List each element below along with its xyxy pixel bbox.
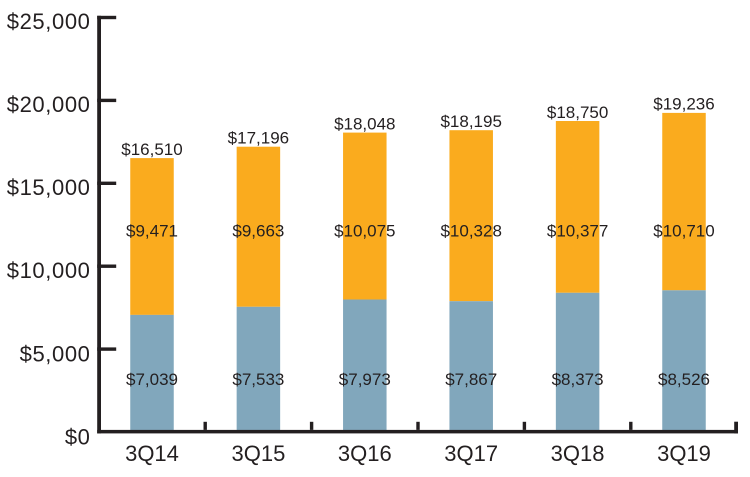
svg-text:3Q14: 3Q14 [125, 441, 179, 466]
svg-text:$17,196: $17,196 [228, 129, 289, 148]
svg-text:$10,328: $10,328 [440, 222, 501, 241]
svg-text:$10,710: $10,710 [653, 222, 714, 241]
svg-text:$9,471: $9,471 [126, 222, 178, 241]
svg-text:$10,377: $10,377 [547, 222, 608, 241]
svg-text:3Q19: 3Q19 [657, 441, 711, 466]
svg-text:$7,039: $7,039 [126, 370, 178, 389]
svg-text:$7,867: $7,867 [445, 370, 497, 389]
svg-text:$18,048: $18,048 [334, 114, 395, 133]
svg-text:$8,526: $8,526 [658, 370, 710, 389]
svg-text:$19,236: $19,236 [653, 95, 714, 114]
svg-text:3Q16: 3Q16 [338, 441, 392, 466]
svg-text:3Q18: 3Q18 [551, 441, 605, 466]
svg-text:$25,000: $25,000 [7, 9, 91, 34]
svg-text:$7,533: $7,533 [232, 370, 284, 389]
svg-text:$5,000: $5,000 [20, 341, 91, 366]
svg-text:$15,000: $15,000 [7, 175, 91, 200]
svg-text:$7,973: $7,973 [339, 370, 391, 389]
svg-text:3Q15: 3Q15 [231, 441, 285, 466]
svg-text:$18,195: $18,195 [440, 112, 501, 131]
svg-text:$10,000: $10,000 [7, 258, 91, 283]
svg-text:$16,510: $16,510 [121, 140, 182, 159]
svg-text:$8,373: $8,373 [552, 370, 604, 389]
svg-text:$18,750: $18,750 [547, 103, 608, 122]
svg-text:$9,663: $9,663 [232, 222, 284, 241]
svg-text:3Q17: 3Q17 [444, 441, 498, 466]
svg-text:$10,075: $10,075 [334, 222, 395, 241]
svg-text:$20,000: $20,000 [7, 92, 91, 117]
svg-text:$0: $0 [65, 425, 91, 450]
